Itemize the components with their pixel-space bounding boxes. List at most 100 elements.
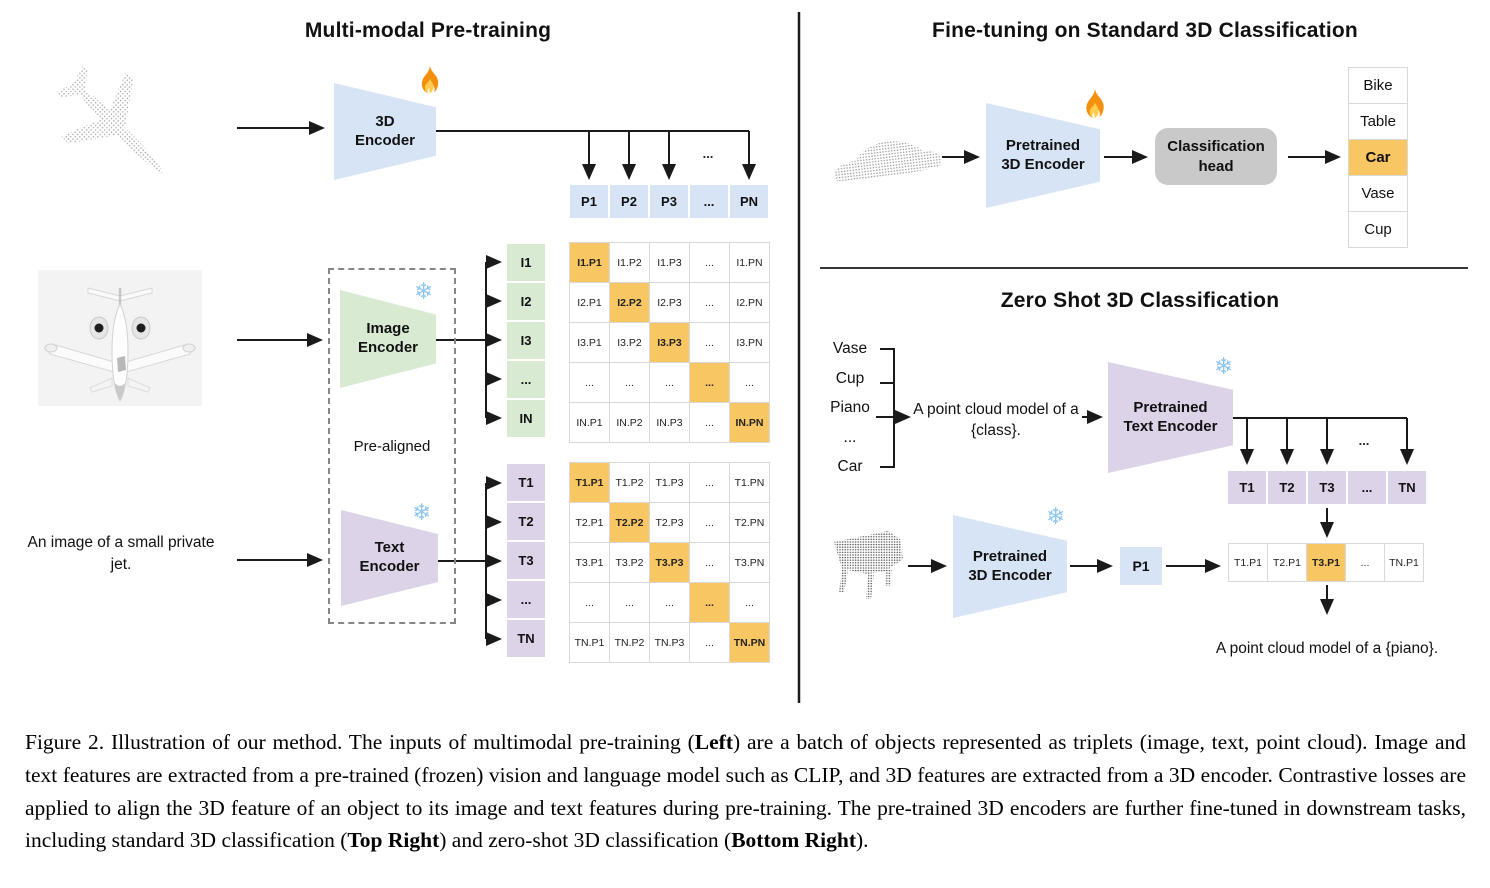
matrix-cell: I3.P1 xyxy=(570,323,609,362)
prompt-text: A point cloud model of a {class}. xyxy=(913,401,1079,439)
caption-text: Figure 2. Illustration of our method. Th… xyxy=(25,730,695,754)
class-cell: Table xyxy=(1349,104,1407,139)
similarity-cell: T3.P1 xyxy=(1307,544,1345,581)
matrix-cell: I1.P3 xyxy=(650,243,689,282)
caption-text: ) and zero-shot 3D classification ( xyxy=(439,828,732,853)
matrix-cell: I2.P3 xyxy=(650,283,689,322)
text-feature-cell: T1 xyxy=(1228,471,1266,504)
text-feature-cell: TN xyxy=(507,620,545,657)
matrix-cell: T3.P2 xyxy=(610,543,649,582)
similarity-cell: T2.P1 xyxy=(1268,544,1306,581)
matrix-cell: IN.P3 xyxy=(650,403,689,442)
text-input-caption: An image of a small private jet. xyxy=(27,534,215,573)
pretrained-text-encoder-label: Pretrained Text Encoder xyxy=(1123,398,1218,435)
caption-bold-left: Left xyxy=(694,730,733,754)
class-cell: Car xyxy=(1349,140,1407,175)
matrix-cell: T3.P1 xyxy=(570,543,609,582)
matrix-cell: TN.P3 xyxy=(650,623,689,662)
candidate-class-label: Vase xyxy=(832,340,868,357)
caption-bold-top-right: Top Right xyxy=(347,828,440,853)
classification-head-label: Classification head xyxy=(1167,138,1265,175)
matrix-cell: ... xyxy=(690,463,729,502)
class-list: Bike Table Car Vase Cup xyxy=(1348,67,1408,248)
caption-text: ) are a batch of objects represented as … xyxy=(25,730,1466,853)
matrix-cell: ... xyxy=(690,623,729,662)
3d-encoder-trapezoid: 3D Encoder xyxy=(334,83,436,180)
text-feature-cell: T1 xyxy=(507,464,545,501)
matrix-cell: ... xyxy=(610,363,649,402)
candidate-class-label: ... xyxy=(843,428,857,446)
candidate-class-list: Vase Cup Piano... Car xyxy=(822,340,878,476)
image-feature-cell: I3 xyxy=(507,322,545,359)
piano-point-cloud xyxy=(834,531,903,599)
pre-aligned-label: Pre-aligned xyxy=(353,438,431,455)
matrix-cell: T1.P1 xyxy=(570,463,609,502)
image-point-matrix: I1.P1 I1.P2 I1.P3... I1.PN I2.P1 I2.P2 I2.P3..… xyxy=(569,242,770,443)
matrix-cell: I1.PN xyxy=(730,243,769,282)
matrix-cell: T1.PN xyxy=(730,463,769,502)
similarity-row: T1.P1 T2.P1 T3.P1... TN.P1 xyxy=(1228,543,1424,582)
matrix-cell: I1.P1 xyxy=(570,243,609,282)
fire-icon xyxy=(1086,89,1104,119)
matrix-cell: IN.P1 xyxy=(570,403,609,442)
matrix-cell: TN.P2 xyxy=(610,623,649,662)
figure-caption: Figure 2. Illustration of our method. Th… xyxy=(25,726,1466,857)
image-feature-cell: I2 xyxy=(507,283,545,320)
matrix-cell: T2.P1 xyxy=(570,503,609,542)
matrix-cell: ... xyxy=(690,403,729,442)
pretrained-3d-encoder-label: Pretrained 3D Encoder xyxy=(968,547,1052,584)
image-feature-cell: IN xyxy=(507,400,545,437)
matrix-cell: TN.P1 xyxy=(570,623,609,662)
matrix-cell: ... xyxy=(690,283,729,322)
image-feature-cell: I1 xyxy=(507,244,545,281)
candidate-class-label: Cup xyxy=(835,369,865,387)
text-feature-cell: T3 xyxy=(1308,471,1346,504)
point-feature-cell: P3 xyxy=(650,185,688,218)
similarity-cell: ... xyxy=(1346,544,1384,581)
matrix-cell: ... xyxy=(610,583,649,622)
snowflake-icon: ❄ xyxy=(412,499,432,525)
text-feature-cell: T2 xyxy=(507,503,545,540)
matrix-cell: ... xyxy=(650,363,689,402)
text-feature-cell: ... xyxy=(1348,471,1386,504)
matrix-cell: ... xyxy=(690,583,729,622)
matrix-cell: ... xyxy=(690,543,729,582)
matrix-cell: ... xyxy=(730,583,769,622)
point-feature-cell: PN xyxy=(730,185,768,218)
fire-icon xyxy=(421,66,439,94)
airplane-point-cloud xyxy=(55,65,166,176)
similarity-cell: TN.P1 xyxy=(1385,544,1423,581)
snowflake-icon: ❄ xyxy=(1046,503,1066,529)
zeroshot-panel-title: Zero Shot 3D Classification xyxy=(1000,289,1280,312)
matrix-cell: I2.P1 xyxy=(570,283,609,322)
matrix-cell: IN.PN xyxy=(730,403,769,442)
point-feature-cell: P2 xyxy=(610,185,648,218)
caption-bold-bottom-right: Bottom Right xyxy=(731,828,857,853)
text-features-column: T1 T2 T3... TN xyxy=(507,464,545,657)
p1-feature-cell: P1 xyxy=(1120,547,1162,585)
matrix-cell: I1.P2 xyxy=(610,243,649,282)
matrix-cell: T2.PN xyxy=(730,503,769,542)
pretrained-3d-encoder-label: Pretrained 3D Encoder xyxy=(1001,136,1085,173)
matrix-cell: T3.P3 xyxy=(650,543,689,582)
image-encoder-label: Image Encoder xyxy=(357,320,418,356)
matrix-cell: ... xyxy=(730,363,769,402)
class-cell: Bike xyxy=(1349,68,1407,103)
text-features-row: T1 T2 T3... TN xyxy=(1228,471,1426,504)
branch-ellipsis: ... xyxy=(1358,433,1370,448)
similarity-cell: T1.P1 xyxy=(1229,544,1267,581)
matrix-cell: I3.PN xyxy=(730,323,769,362)
matrix-cell: ... xyxy=(690,323,729,362)
classification-head: Classification head xyxy=(1155,128,1277,185)
class-cell: Vase xyxy=(1349,176,1407,211)
matrix-cell: T1.P2 xyxy=(610,463,649,502)
text-feature-cell: TN xyxy=(1388,471,1426,504)
image-features-column: I1 I2 I3... IN xyxy=(507,244,545,437)
snowflake-icon: ❄ xyxy=(414,278,434,304)
snowflake-icon: ❄ xyxy=(1214,353,1234,379)
candidate-class-label: Piano xyxy=(830,399,870,416)
pretrained-3d-encoder-trapezoid: Pretrained 3D Encoder xyxy=(953,515,1067,618)
caption-text: ). xyxy=(856,828,869,853)
class-cell: Cup xyxy=(1349,212,1407,247)
point-feature-cell: P1 xyxy=(570,185,608,218)
